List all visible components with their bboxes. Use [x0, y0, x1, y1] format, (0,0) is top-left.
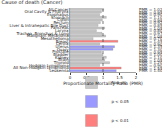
svg-text:PMR = 0.80: PMR = 0.80 — [139, 28, 162, 33]
svg-text:2: 2 — [135, 75, 138, 80]
svg-text:PMR = 0.98: PMR = 0.98 — [139, 18, 162, 23]
svg-text:PMR = 1.55: PMR = 1.55 — [139, 66, 162, 71]
svg-text:0: 0 — [69, 75, 72, 80]
svg-text:PMR = 1.00: PMR = 1.00 — [139, 52, 162, 57]
svg-text:Leukemia: Leukemia — [49, 68, 69, 73]
svg-text:PMR = 0.90: PMR = 0.90 — [139, 63, 162, 68]
svg-text:Colon: Colon — [57, 17, 69, 22]
svg-text:Stomach: Stomach — [51, 15, 69, 20]
svg-text:PMR = 1.02: PMR = 1.02 — [139, 7, 162, 12]
svg-text:PMR = 0.95: PMR = 0.95 — [139, 10, 162, 15]
svg-text:Non-sig: Non-sig — [112, 80, 128, 85]
svg-text:PMR = 1.45: PMR = 1.45 — [139, 39, 162, 44]
svg-text:Trachea, Bronchus & Lung: Trachea, Bronchus & Lung — [15, 31, 69, 36]
svg-text:PMR = 1.10: PMR = 1.10 — [139, 15, 162, 20]
svg-text:Hodgkin Lymphoma: Hodgkin Lymphoma — [29, 63, 69, 68]
svg-text:PMR = 1.05: PMR = 1.05 — [139, 58, 162, 63]
svg-text:PMR = 0.95: PMR = 0.95 — [139, 50, 162, 55]
svg-text:Bladder: Bladder — [53, 52, 69, 57]
svg-text:Esophagus: Esophagus — [47, 12, 69, 17]
svg-text:Uterus: Uterus — [55, 44, 68, 49]
svg-text:All Cancer: All Cancer — [48, 7, 69, 12]
svg-text:Brain: Brain — [58, 57, 69, 62]
svg-text:All Non-Hodgkin Lymphoma: All Non-Hodgkin Lymphoma — [13, 65, 69, 70]
svg-text:PMR = 0.90: PMR = 0.90 — [139, 42, 162, 47]
svg-text:PMR = 1.20: PMR = 1.20 — [139, 60, 162, 65]
svg-text:Ovary: Ovary — [57, 47, 70, 52]
svg-text:PMR = 1.30: PMR = 1.30 — [139, 47, 162, 52]
svg-text:Mesothelioma: Mesothelioma — [41, 36, 70, 41]
svg-text:Liver & Intrahepatic Bile Duct: Liver & Intrahepatic Bile Duct — [10, 23, 70, 28]
svg-text:PMR = 1.10: PMR = 1.10 — [139, 55, 162, 60]
svg-text:1.5: 1.5 — [116, 75, 123, 81]
svg-text:Proportionate Mortality Ratio: Proportionate Mortality Ratio (PMR) — [63, 81, 143, 86]
svg-text:PMR = 0.70: PMR = 0.70 — [139, 36, 162, 41]
svg-text:Larynx: Larynx — [55, 28, 69, 33]
svg-text:Cause of death (Cancer): Cause of death (Cancer) — [2, 0, 63, 5]
svg-text:Prostate: Prostate — [52, 49, 69, 54]
svg-text:Breast: Breast — [56, 39, 69, 44]
svg-text:p < 0.05: p < 0.05 — [112, 99, 130, 104]
svg-text:PMR = 0.92: PMR = 0.92 — [139, 20, 162, 25]
svg-text:Cervix: Cervix — [56, 41, 69, 46]
svg-text:PMR = 0.97: PMR = 0.97 — [139, 31, 162, 36]
svg-text:PMR = 1.40: PMR = 1.40 — [139, 68, 162, 73]
svg-text:1: 1 — [102, 75, 105, 80]
svg-text:Oral Cavity & Pharynx: Oral Cavity & Pharynx — [24, 9, 69, 14]
svg-text:p < 0.01: p < 0.01 — [112, 118, 130, 123]
svg-text:Pancreas: Pancreas — [51, 25, 69, 30]
svg-text:Malignant Melanoma: Malignant Melanoma — [27, 33, 69, 38]
svg-text:PMR = 1.08: PMR = 1.08 — [139, 34, 162, 39]
svg-text:Rectum: Rectum — [53, 20, 68, 25]
svg-text:Kidney: Kidney — [55, 55, 69, 60]
svg-text:PMR = 1.35: PMR = 1.35 — [139, 44, 162, 49]
svg-text:Thyroid: Thyroid — [53, 60, 69, 65]
svg-text:PMR = 0.85: PMR = 0.85 — [139, 23, 162, 28]
svg-text:PMR = 0.90: PMR = 0.90 — [139, 12, 162, 17]
svg-text:PMR = 1.05: PMR = 1.05 — [139, 26, 162, 31]
